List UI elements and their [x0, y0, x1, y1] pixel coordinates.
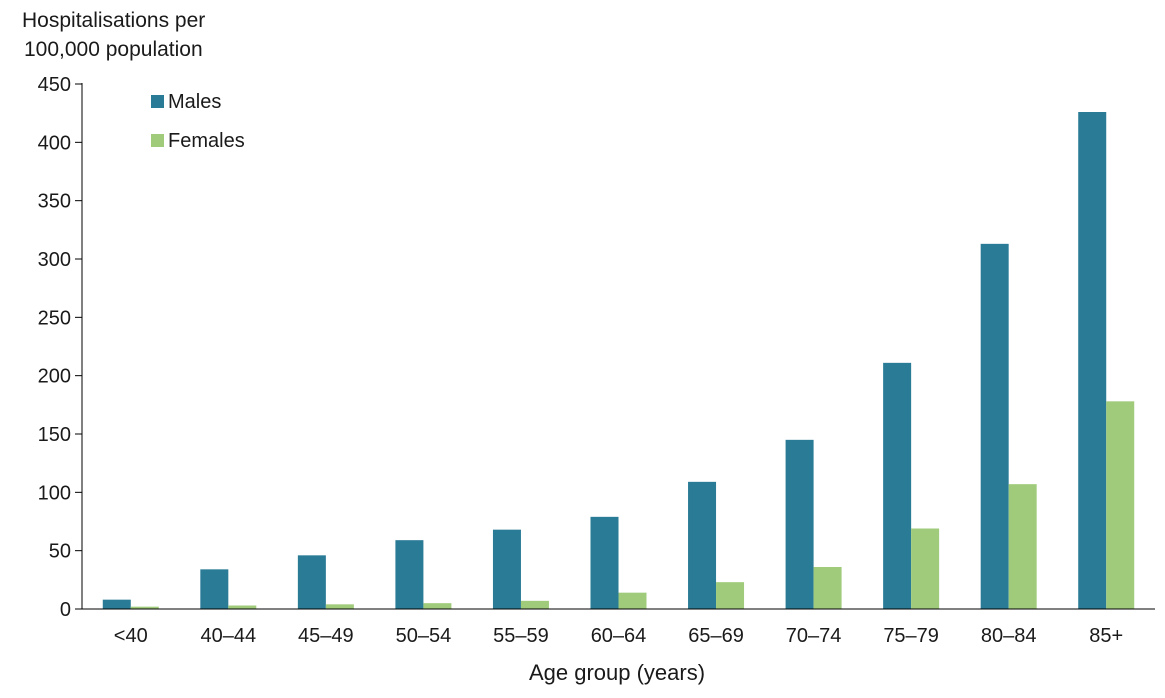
x-tick-label: 60–64: [591, 625, 647, 647]
bar-females: [228, 605, 257, 609]
bar-females: [325, 604, 354, 609]
y-tick-label: 50: [49, 541, 71, 563]
bar-females: [813, 567, 842, 609]
y-tick-label: 400: [38, 132, 71, 154]
bar-males: [395, 540, 424, 609]
bar-females: [1008, 484, 1037, 609]
legend-label-males: Males: [168, 91, 221, 113]
bar-males: [1078, 112, 1107, 609]
bar-females: [1106, 401, 1135, 609]
y-tick-label: 0: [60, 599, 71, 621]
bar-females: [716, 582, 745, 609]
y-tick-label: 100: [38, 482, 71, 504]
y-tick-label: 450: [38, 74, 71, 96]
x-tick-label: 65–69: [688, 625, 744, 647]
x-tick-label: <40: [114, 625, 148, 647]
bars: [102, 112, 1135, 610]
bar-males: [297, 555, 326, 609]
y-axis-label-line-2: 100,000 population: [24, 38, 203, 61]
y-tick-label: 250: [38, 307, 71, 329]
y-tick-label: 200: [38, 366, 71, 388]
bar-females: [130, 606, 159, 609]
bar-males: [688, 481, 717, 609]
x-tick-label: 40–44: [201, 625, 257, 647]
legend-swatch-males: [151, 95, 164, 108]
legend-label-females: Females: [168, 130, 245, 152]
y-axis-label-line-1: Hospitalisations per: [22, 9, 205, 32]
bar-males: [980, 243, 1009, 610]
x-tick-label: 50–54: [396, 625, 452, 647]
bar-males: [492, 529, 521, 609]
bar-females: [423, 603, 452, 609]
bar-females: [618, 592, 647, 609]
y-tick-label: 300: [38, 249, 71, 271]
x-tick-label: 75–79: [883, 625, 939, 647]
legend: Males Females: [151, 91, 245, 152]
y-axis-ticks: 0 50 100 150 200 250 300 350 400 450: [38, 74, 82, 621]
bar-males: [590, 516, 619, 609]
y-tick-label: 150: [38, 424, 71, 446]
y-tick-label: 350: [38, 191, 71, 213]
x-tick-label: 85+: [1089, 625, 1123, 647]
x-tick-label: 70–74: [786, 625, 842, 647]
x-tick-label: 45–49: [298, 625, 354, 647]
bar-females: [911, 528, 940, 609]
x-tick-label: 80–84: [981, 625, 1037, 647]
bar-males: [102, 599, 131, 609]
x-axis-label: Age group (years): [529, 660, 705, 685]
bar-males: [785, 439, 814, 609]
bar-males: [883, 362, 912, 609]
legend-swatch-females: [151, 134, 164, 147]
x-tick-label: 55–59: [493, 625, 549, 647]
bar-females: [520, 600, 549, 609]
x-axis-ticks: <40 40–44 45–49 50–54 55–59 60–64 65–69 70–74 75…: [114, 625, 1123, 647]
bar-males: [200, 569, 229, 609]
